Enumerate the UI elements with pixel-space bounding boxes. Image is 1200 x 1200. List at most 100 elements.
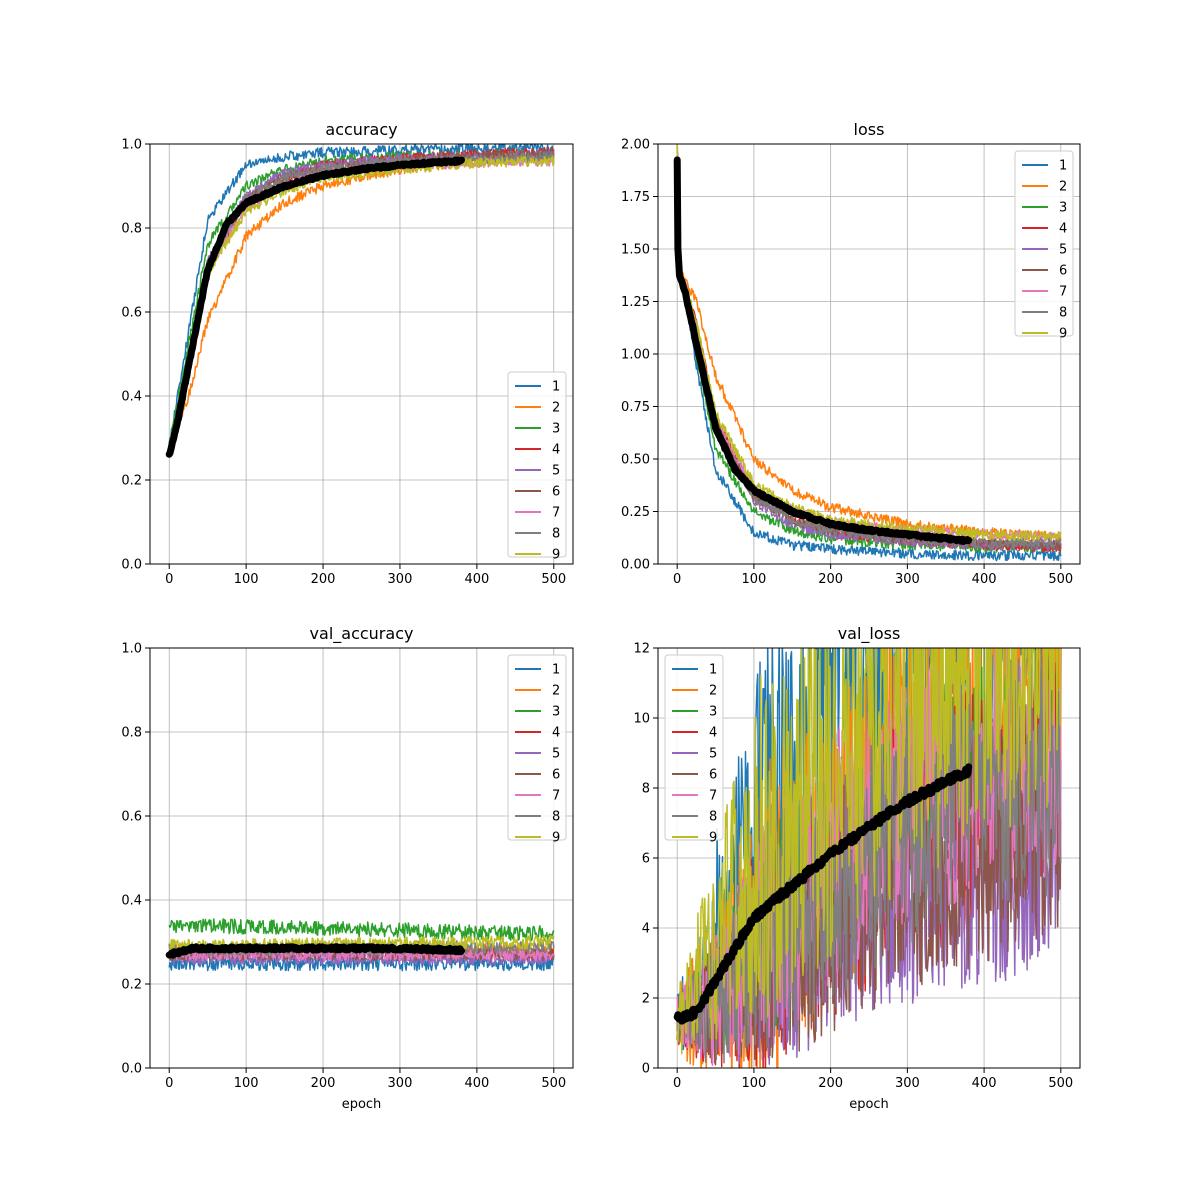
legend-label: 7 bbox=[709, 789, 717, 804]
x-axis-label: epoch bbox=[342, 1097, 382, 1112]
legend-label: 4 bbox=[552, 443, 560, 458]
chart-title: accuracy bbox=[325, 120, 397, 139]
legend-label: 3 bbox=[1059, 201, 1067, 216]
legend-label: 2 bbox=[1059, 180, 1067, 195]
y-tick-label: 10 bbox=[633, 712, 650, 727]
y-tick-label: 0.6 bbox=[121, 810, 142, 825]
legend-label: 9 bbox=[552, 548, 560, 563]
mean-line bbox=[165, 943, 465, 959]
x-tick-label: 400 bbox=[972, 1076, 997, 1091]
legend: 1 2 3 4 5 6 7 8 9 bbox=[507, 371, 567, 563]
x-tick-label: 300 bbox=[895, 1076, 920, 1091]
legend-label: 1 bbox=[709, 663, 717, 678]
chart-val_loss: 0 100 200 300 400 500024681012val_lossepoch12… bbox=[633, 624, 1081, 1112]
x-tick-label: 500 bbox=[541, 572, 566, 587]
x-tick-label: 500 bbox=[1048, 1076, 1073, 1091]
mean-line bbox=[673, 763, 973, 1025]
y-tick-label: 8 bbox=[642, 782, 650, 797]
y-tick-label: 0 bbox=[642, 1062, 650, 1077]
mean-line bbox=[673, 156, 973, 546]
y-tick-label: 0.2 bbox=[121, 474, 142, 489]
x-tick-label: 100 bbox=[234, 572, 259, 587]
legend-label: 2 bbox=[552, 401, 560, 416]
chart-title: val_loss bbox=[838, 624, 901, 644]
y-tick-label: 12 bbox=[633, 642, 650, 657]
y-tick-label: 1.75 bbox=[621, 190, 650, 205]
x-tick-label: 300 bbox=[388, 572, 413, 587]
legend-label: 9 bbox=[1059, 327, 1067, 342]
x-tick-label: 400 bbox=[464, 572, 489, 587]
legend-label: 9 bbox=[709, 831, 717, 846]
x-tick-label: 100 bbox=[741, 1076, 766, 1091]
legend-label: 8 bbox=[552, 527, 560, 542]
legend-label: 2 bbox=[709, 684, 717, 699]
legend-label: 6 bbox=[552, 768, 560, 783]
x-tick-label: 0 bbox=[673, 572, 681, 587]
legend-label: 5 bbox=[709, 747, 717, 762]
legend-label: 3 bbox=[552, 705, 560, 720]
x-tick-label: 400 bbox=[464, 1076, 489, 1091]
legend-label: 3 bbox=[709, 705, 717, 720]
y-tick-label: 1.50 bbox=[621, 243, 650, 258]
y-tick-label: 1.25 bbox=[621, 295, 650, 310]
legend-label: 5 bbox=[552, 464, 560, 479]
x-tick-label: 200 bbox=[818, 572, 843, 587]
legend-label: 9 bbox=[552, 831, 560, 846]
legend-label: 6 bbox=[552, 485, 560, 500]
x-axis-label: epoch bbox=[849, 1097, 889, 1112]
y-tick-label: 0.6 bbox=[121, 306, 142, 321]
chart-val_accuracy: 0 100 200 300 400 500 0.0 0.2 0.4 0.6 0.8 1.0 val_ac… bbox=[121, 624, 574, 1112]
x-tick-label: 200 bbox=[818, 1076, 843, 1091]
y-tick-label: 2 bbox=[642, 992, 650, 1007]
legend-label: 6 bbox=[1059, 264, 1067, 279]
y-tick-label: 1.0 bbox=[121, 138, 142, 153]
series-line-9 bbox=[676, 648, 1062, 1055]
y-tick-label: 1.00 bbox=[621, 348, 650, 363]
x-tick-label: 400 bbox=[972, 572, 997, 587]
legend-label: 1 bbox=[552, 663, 560, 678]
chart-loss: 0 100 200 300 400 500 0.00 0.25 0.50 0.75 1.00 1.25… bbox=[621, 120, 1081, 587]
legend-label: 5 bbox=[1059, 243, 1067, 258]
legend-label: 8 bbox=[552, 810, 560, 825]
y-tick-label: 0.8 bbox=[121, 222, 142, 237]
legend-label: 1 bbox=[552, 380, 560, 395]
axes-frame bbox=[149, 647, 574, 1069]
y-tick-label: 0.4 bbox=[121, 894, 142, 909]
legend-label: 8 bbox=[709, 810, 717, 825]
chart-title: val_accuracy bbox=[310, 624, 414, 644]
y-tick-label: 0.0 bbox=[121, 1062, 142, 1077]
legend-label: 4 bbox=[1059, 222, 1067, 237]
series-line-3 bbox=[168, 918, 555, 942]
legend-label: 6 bbox=[709, 768, 717, 783]
x-tick-label: 200 bbox=[311, 1076, 336, 1091]
legend-label: 5 bbox=[552, 747, 560, 762]
legend-label: 8 bbox=[1059, 306, 1067, 321]
chart-title: loss bbox=[854, 120, 885, 139]
x-tick-label: 300 bbox=[388, 1076, 413, 1091]
y-tick-label: 0.00 bbox=[621, 558, 650, 573]
chart-accuracy: 0 100 200 300 400 500 0.0 0.2 0.4 0.6 0.8 1.0 accura… bbox=[121, 120, 574, 587]
y-tick-label: 0.50 bbox=[621, 453, 650, 468]
mean-line bbox=[165, 156, 465, 458]
x-tick-label: 500 bbox=[541, 1076, 566, 1091]
y-tick-label: 0.4 bbox=[121, 390, 142, 405]
y-tick-label: 0.8 bbox=[121, 726, 142, 741]
x-tick-label: 100 bbox=[741, 572, 766, 587]
x-tick-label: 300 bbox=[895, 572, 920, 587]
legend-label: 1 bbox=[1059, 159, 1067, 174]
legend-label: 7 bbox=[1059, 285, 1067, 300]
y-tick-label: 0.25 bbox=[621, 505, 650, 520]
y-tick-label: 0.2 bbox=[121, 978, 142, 993]
legend-label: 4 bbox=[552, 726, 560, 741]
legend: 1 2 3 4 5 6 7 8 9 bbox=[1014, 150, 1074, 342]
x-tick-label: 100 bbox=[234, 1076, 259, 1091]
x-tick-label: 0 bbox=[165, 572, 173, 587]
y-tick-label: 0.75 bbox=[621, 400, 650, 415]
y-tick-label: 6 bbox=[642, 852, 650, 867]
axes-frame bbox=[149, 143, 574, 565]
y-tick-label: 4 bbox=[642, 922, 650, 937]
y-tick-label: 2.00 bbox=[621, 138, 650, 153]
x-tick-label: 200 bbox=[311, 572, 336, 587]
